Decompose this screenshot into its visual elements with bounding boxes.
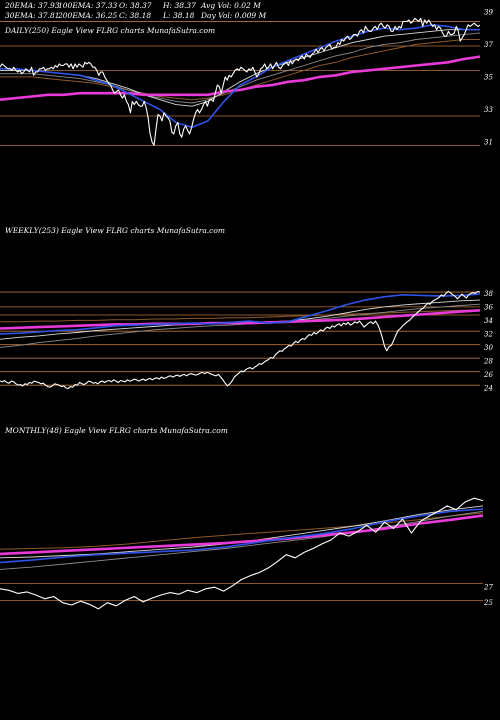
- weekly-price-line: [0, 290, 481, 390]
- weekly-ytick-label: 30: [484, 344, 493, 352]
- weekly-ema-fast-line: [0, 293, 481, 335]
- weekly-ema-mid-line: [0, 299, 481, 340]
- weekly-ytick-label: 26: [483, 371, 493, 379]
- weekly-ema-slow-line: [0, 309, 481, 330]
- weekly-ema-brown-line: [0, 309, 480, 323]
- weekly-ema-grey-line: [0, 303, 481, 348]
- monthly-ytick-label: 25: [483, 599, 493, 607]
- weekly-ytick-label: 28: [483, 357, 493, 365]
- stat-ema30: 30EMA: 37.81: [5, 11, 60, 20]
- stat-low: L: 38.18: [162, 11, 195, 20]
- monthly-panel: MONTHLY(48) Eagle View FLRG charts Munaf…: [0, 426, 493, 610]
- monthly-ema-slow-line: [0, 514, 484, 556]
- daily-ytick-label: 39: [484, 8, 493, 16]
- stat-day-vol: Day Vol: 0.009 M: [200, 11, 267, 20]
- daily-chart-title: DAILY(250) Eagle View FLRG charts Munafa…: [4, 26, 215, 35]
- stat-ema100: 100EMA: 37.33: [58, 1, 117, 10]
- monthly-ytick-label: 27: [483, 584, 493, 592]
- monthly-ema-fast-line: [0, 508, 484, 564]
- stat-ema20: 20EMA: 37.93: [4, 1, 60, 10]
- daily-ema-fast-line: [0, 23, 480, 129]
- stats-header: 20EMA: 37.93 100EMA: 37.33 O: 38.37 H: 3…: [4, 1, 267, 20]
- daily-ytick-label: 37: [484, 41, 493, 49]
- weekly-ytick-label: 32: [484, 330, 493, 338]
- monthly-ema-brown-line: [0, 512, 484, 550]
- daily-ema-grey-line: [0, 32, 481, 104]
- daily-panel: DAILY(250) Eagle View FLRG charts Munafa…: [0, 8, 493, 147]
- weekly-ytick-label: 24: [483, 384, 493, 392]
- stat-high: H: 38.37: [162, 1, 196, 10]
- monthly-price-line: [0, 497, 484, 610]
- weekly-ytick-label: 36: [484, 303, 493, 311]
- daily-ytick-label: 31: [484, 139, 493, 147]
- stat-close: C: 38.18: [119, 11, 151, 20]
- weekly-ytick-label: 38: [484, 290, 493, 298]
- weekly-chart-title: WEEKLY(253) Eagle View FLRG charts Munaf…: [5, 226, 225, 235]
- weekly-panel: WEEKLY(253) Eagle View FLRG charts Munaf…: [0, 226, 493, 392]
- weekly-ytick-label: 34: [484, 317, 493, 325]
- stat-open: O: 38.37: [119, 1, 152, 10]
- stat-ema200: 200EMA: 36.25: [57, 11, 117, 20]
- daily-ema-slow-line: [0, 55, 481, 101]
- daily-ytick-label: 35: [484, 73, 493, 81]
- daily-price-line: [0, 17, 481, 146]
- stat-avg-vol: Avg Vol: 0.02 M: [200, 1, 261, 10]
- monthly-chart-title: MONTHLY(48) Eagle View FLRG charts Munaf…: [4, 426, 228, 435]
- monthly-ema-grey-line: [0, 510, 484, 570]
- daily-ytick-label: 33: [484, 106, 493, 114]
